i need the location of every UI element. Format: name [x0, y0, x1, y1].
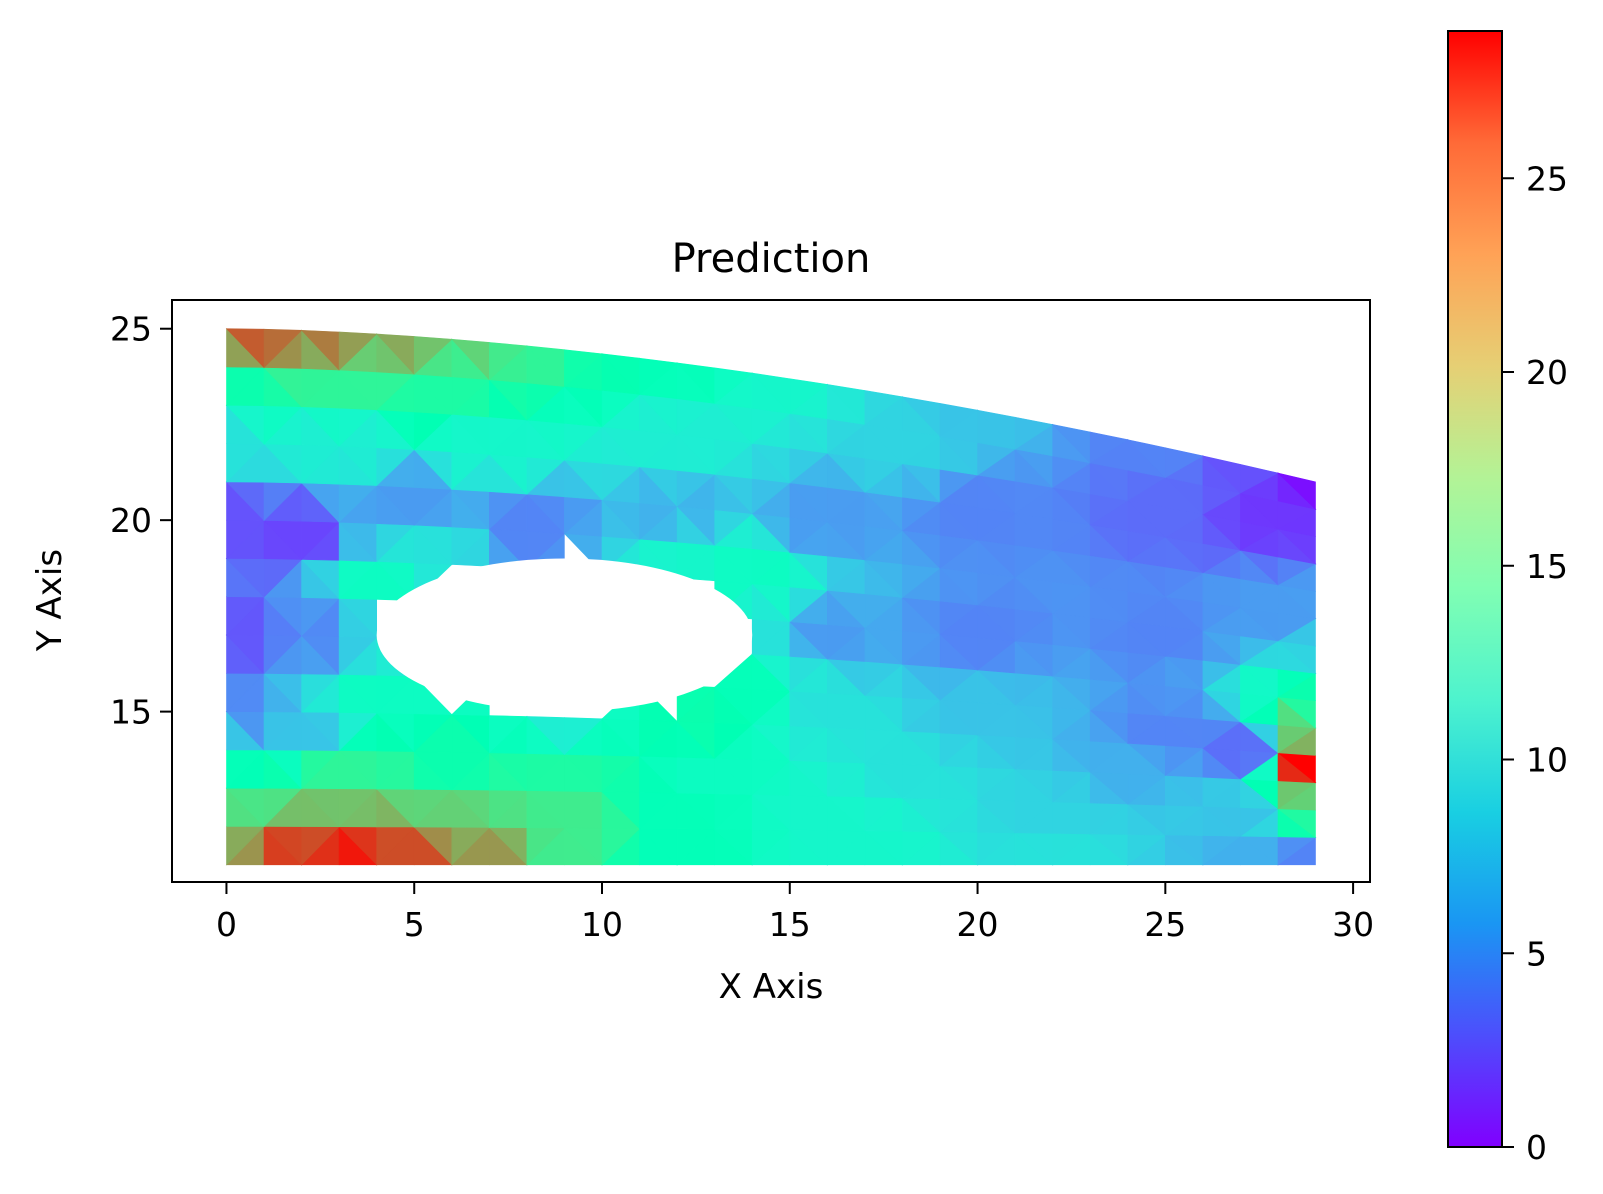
mesh-triangle	[413, 336, 453, 375]
mesh-triangle	[714, 367, 753, 405]
chart-title: Prediction	[672, 236, 871, 282]
x-tick-label: 25	[1144, 905, 1186, 944]
colorbar-tick-label: 25	[1526, 159, 1568, 198]
mesh-triangle	[1165, 447, 1204, 479]
mesh-triangle	[1089, 431, 1129, 464]
x-tick-label: 20	[957, 905, 999, 944]
colorbar-tick-label: 0	[1526, 1128, 1547, 1167]
mesh-triangle	[413, 675, 453, 715]
ellipse-hole	[376, 558, 753, 712]
x-tick-label: 15	[769, 905, 811, 944]
y-tick-label: 25	[110, 310, 152, 349]
mesh-triangle	[789, 378, 829, 415]
colorbar-ticks: 0 5 10 15 20 25	[1502, 159, 1568, 1167]
y-axis-label: Y Axis	[30, 549, 70, 652]
mesh-triangle	[488, 342, 528, 381]
y-tick-label: 20	[110, 501, 152, 540]
x-axis-label: X Axis	[719, 967, 824, 1007]
x-tick-label: 5	[404, 905, 425, 944]
mesh-triangle	[564, 349, 603, 388]
colorbar-tick-label: 5	[1526, 934, 1547, 973]
mesh-triangle	[263, 328, 303, 369]
mesh-triangle	[1240, 464, 1279, 494]
colorbar-tick-label: 20	[1526, 353, 1568, 392]
colorbar	[1447, 30, 1503, 1148]
mesh-triangle	[1277, 472, 1316, 510]
mesh-triangle	[488, 715, 528, 754]
mesh-triangle	[639, 357, 678, 396]
mesh-triangle	[1014, 416, 1054, 450]
mesh-triangle	[564, 717, 603, 756]
mesh-triangle	[864, 390, 904, 425]
x-tick-label: 30	[1332, 905, 1374, 944]
mesh-triangle	[338, 331, 378, 371]
y-axis: 15 20 25	[110, 310, 172, 732]
mesh-field	[225, 327, 1317, 866]
plot-frame	[171, 299, 1371, 883]
x-tick-label: 10	[581, 905, 623, 944]
mesh-triangle	[939, 403, 979, 437]
x-tick-label: 0	[216, 905, 237, 944]
y-tick-label: 15	[110, 693, 152, 732]
colorbar-tick-label: 15	[1526, 547, 1568, 586]
colorbar-tick-label: 10	[1526, 741, 1568, 780]
x-axis: 0 5 10 15 20 25 30	[216, 882, 1374, 944]
